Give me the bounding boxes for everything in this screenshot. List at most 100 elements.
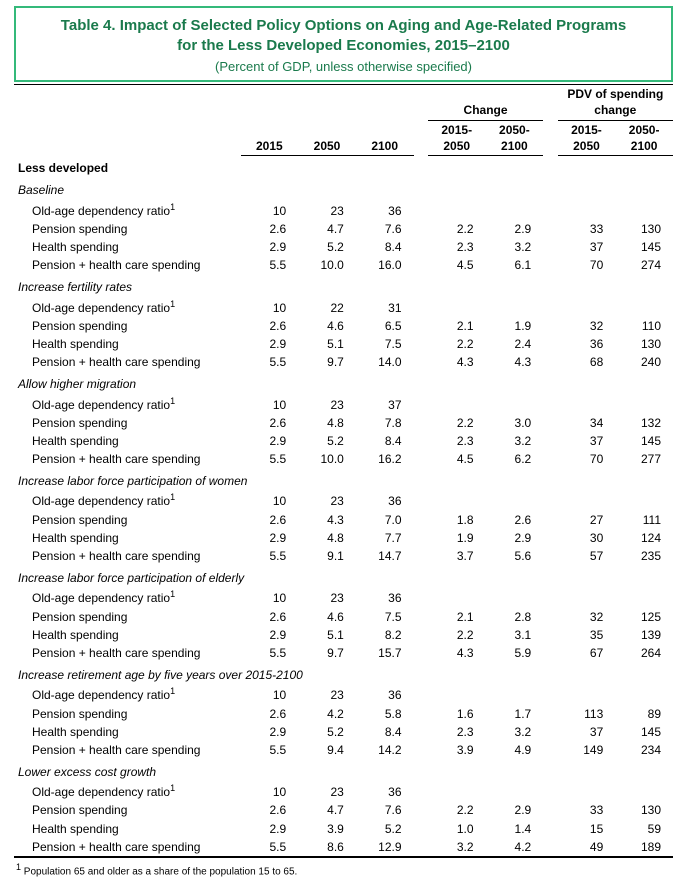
row-label: Old-age dependency ratio1 <box>14 684 241 704</box>
row-label: Pension + health care spending <box>14 353 241 371</box>
value-cell: 3.7 <box>428 547 486 565</box>
value-cell: 145 <box>615 432 673 450</box>
table-row: Pension spending2.64.77.62.22.933130 <box>14 801 673 819</box>
row-label: Pension spending <box>14 414 241 432</box>
value-cell: 2.2 <box>428 220 486 238</box>
value-cell: 5.5 <box>241 547 299 565</box>
value-cell <box>428 781 486 801</box>
value-cell: 189 <box>615 838 673 857</box>
table-row: Old-age dependency ratio1102336 <box>14 587 673 607</box>
value-cell: 10 <box>241 587 299 607</box>
value-cell: 37 <box>558 723 616 741</box>
value-cell <box>486 200 544 220</box>
value-cell: 22 <box>298 297 356 317</box>
row-label: Old-age dependency ratio1 <box>14 490 241 510</box>
table-row: Health spending2.93.95.21.01.41559 <box>14 820 673 838</box>
footnote-text: Population 65 and older as a share of th… <box>24 866 298 877</box>
value-cell: 139 <box>615 626 673 644</box>
value-cell: 10 <box>241 781 299 801</box>
value-cell: 36 <box>356 781 414 801</box>
value-cell: 5.2 <box>298 238 356 256</box>
value-cell: 1.9 <box>486 317 544 335</box>
value-cell: 7.5 <box>356 608 414 626</box>
value-cell: 6.5 <box>356 317 414 335</box>
value-cell: 2.3 <box>428 432 486 450</box>
value-cell: 23 <box>298 684 356 704</box>
value-cell <box>486 684 544 704</box>
spacer-cell <box>414 741 428 759</box>
value-cell: 7.6 <box>356 220 414 238</box>
value-cell <box>428 394 486 414</box>
row-label: Pension spending <box>14 317 241 335</box>
spacer-cell <box>414 490 428 510</box>
value-cell: 5.8 <box>356 705 414 723</box>
value-cell <box>428 684 486 704</box>
value-cell: 3.1 <box>486 626 544 644</box>
row-label: Health spending <box>14 529 241 547</box>
spacer-cell <box>414 511 428 529</box>
value-cell <box>615 394 673 414</box>
table-title-box: Table 4. Impact of Selected Policy Optio… <box>14 6 673 82</box>
row-label: Health spending <box>14 626 241 644</box>
spacer-cell <box>414 644 428 662</box>
value-cell: 36 <box>356 684 414 704</box>
value-cell: 4.8 <box>298 414 356 432</box>
spacer-cell <box>543 838 557 857</box>
table-body: Less developed BaselineOld-age dependenc… <box>14 156 673 857</box>
value-cell: 9.7 <box>298 644 356 662</box>
value-cell: 23 <box>298 200 356 220</box>
value-cell: 5.1 <box>298 626 356 644</box>
footnote-marker: 1 <box>170 202 175 212</box>
value-cell: 36 <box>558 335 616 353</box>
col-change-50-100: 2050-2100 <box>486 120 544 155</box>
row-label: Old-age dependency ratio1 <box>14 781 241 801</box>
value-cell: 124 <box>615 529 673 547</box>
value-cell: 145 <box>615 723 673 741</box>
value-cell: 7.8 <box>356 414 414 432</box>
value-cell: 234 <box>615 741 673 759</box>
value-cell: 14.2 <box>356 741 414 759</box>
value-cell: 2.2 <box>428 414 486 432</box>
value-cell: 15 <box>558 820 616 838</box>
value-cell: 5.9 <box>486 644 544 662</box>
value-cell: 36 <box>356 587 414 607</box>
value-cell: 235 <box>615 547 673 565</box>
value-cell <box>615 781 673 801</box>
value-cell: 34 <box>558 414 616 432</box>
spacer-cell <box>414 297 428 317</box>
value-cell: 36 <box>356 490 414 510</box>
spacer-cell <box>543 450 557 468</box>
scenario-row: Increase labor force participation of el… <box>14 565 673 587</box>
table-row: Pension spending2.64.87.82.23.034132 <box>14 414 673 432</box>
row-label: Pension spending <box>14 801 241 819</box>
value-cell: 1.4 <box>486 820 544 838</box>
value-cell: 15.7 <box>356 644 414 662</box>
row-label: Pension spending <box>14 608 241 626</box>
value-cell: 2.8 <box>486 608 544 626</box>
value-cell: 31 <box>356 297 414 317</box>
scenario-label: Lower excess cost growth <box>14 759 673 781</box>
value-cell: 2.3 <box>428 723 486 741</box>
value-cell: 4.3 <box>428 644 486 662</box>
spacer-cell <box>414 838 428 857</box>
value-cell: 3.0 <box>486 414 544 432</box>
spacer-cell <box>543 414 557 432</box>
value-cell: 4.5 <box>428 450 486 468</box>
value-cell: 5.2 <box>356 820 414 838</box>
row-label: Pension + health care spending <box>14 644 241 662</box>
value-cell: 2.9 <box>486 529 544 547</box>
value-cell: 2.6 <box>241 511 299 529</box>
col-change-15-50: 2015-2050 <box>428 120 486 155</box>
spacer-cell <box>414 394 428 414</box>
value-cell: 37 <box>356 394 414 414</box>
col-pdv-50-100: 2050-2100 <box>615 120 673 155</box>
value-cell <box>428 297 486 317</box>
value-cell: 130 <box>615 220 673 238</box>
spacer-cell <box>543 723 557 741</box>
spacer-cell <box>543 394 557 414</box>
row-label: Old-age dependency ratio1 <box>14 200 241 220</box>
col-2050: 2050 <box>298 84 356 156</box>
value-cell <box>558 684 616 704</box>
footnote-marker: 1 <box>170 299 175 309</box>
col-group-pdv: PDV of spending change <box>558 84 673 120</box>
